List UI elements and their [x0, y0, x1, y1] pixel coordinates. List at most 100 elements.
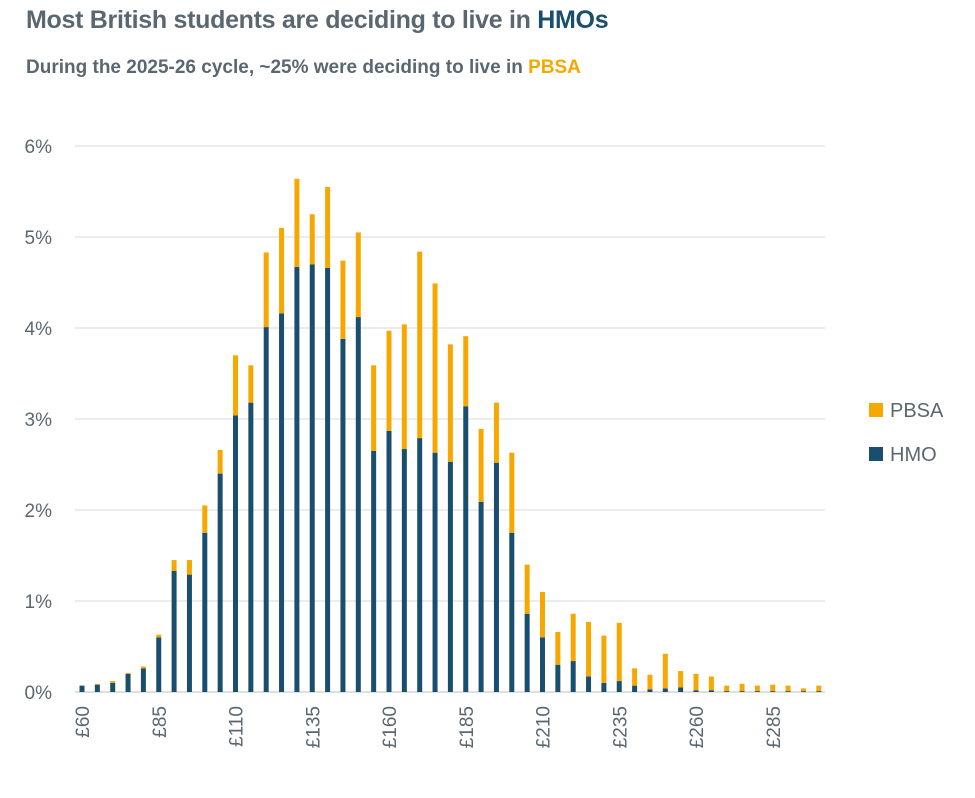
bar-hmo [325, 267, 331, 692]
bar-pbsa [110, 681, 116, 683]
bar-pbsa [325, 186, 331, 268]
bar-pbsa [754, 685, 760, 692]
bar-pbsa [509, 452, 515, 533]
x-tick-label: £285 [764, 706, 785, 748]
bar-hmo [739, 691, 745, 692]
bar-hmo [816, 691, 822, 692]
bar-hmo [800, 691, 806, 692]
title-prefix: Most British students are deciding to li… [26, 6, 538, 34]
x-tick-label: £160 [380, 706, 401, 748]
bar-hmo [371, 450, 377, 692]
bar-pbsa [524, 564, 530, 614]
bar-hmo [770, 691, 776, 692]
bar-pbsa [355, 232, 361, 318]
y-tick-label: 0% [25, 683, 53, 704]
x-axis-ticks: £60 £85 £110 £135 £160 £185 £210 £235 £260 £285 [73, 706, 785, 748]
legend-label: HMO [890, 444, 937, 466]
bars [79, 178, 822, 692]
bar-hmo [586, 676, 592, 692]
bar-pbsa [632, 668, 638, 686]
bar-hmo [447, 461, 453, 692]
bar-pbsa [294, 178, 300, 268]
x-tick-label: £235 [610, 706, 631, 748]
bar-pbsa [785, 685, 791, 692]
bar-pbsa [248, 365, 254, 403]
bar-hmo [754, 691, 760, 692]
bar-pbsa [401, 324, 407, 450]
bar-pbsa [662, 653, 668, 689]
bar-pbsa [724, 685, 730, 692]
bar-hmo [294, 267, 300, 692]
bar-hmo [478, 501, 484, 692]
bar-hmo [724, 691, 730, 692]
bar-pbsa [309, 214, 315, 265]
bar-pbsa [463, 336, 469, 407]
bar-hmo [493, 462, 499, 692]
chart-title: Most British students are deciding to li… [26, 6, 609, 35]
bar-pbsa [156, 634, 162, 638]
bar-pbsa [186, 560, 192, 575]
bar-hmo [616, 681, 622, 692]
bar-hmo [140, 668, 146, 692]
legend-label: PBSA [890, 400, 944, 422]
x-tick-label: £85 [150, 706, 171, 738]
bar-hmo [540, 637, 545, 692]
y-tick-label: 4% [25, 319, 53, 340]
bar-hmo [309, 264, 315, 692]
bar-pbsa [432, 283, 438, 453]
bar-pbsa [693, 673, 699, 691]
bar-pbsa [279, 227, 285, 314]
bar-pbsa [140, 666, 146, 669]
bar-pbsa [340, 260, 346, 339]
bar-pbsa [586, 621, 592, 677]
x-tick-label: £185 [457, 706, 478, 748]
bar-hmo [156, 637, 162, 692]
bar-hmo [233, 415, 238, 692]
bar-hmo [279, 313, 285, 692]
bar-hmo [248, 402, 254, 692]
bar-hmo [524, 613, 530, 692]
bar-hmo [678, 687, 684, 692]
y-tick-label: 5% [25, 228, 53, 249]
bar-pbsa [386, 330, 392, 431]
bar-pbsa [493, 402, 499, 463]
y-tick-label: 2% [25, 501, 53, 522]
bar-pbsa [800, 688, 806, 692]
bar-pbsa [263, 252, 269, 328]
bar-pbsa [125, 672, 131, 674]
x-tick-label: £60 [73, 706, 94, 738]
title-highlight: HMOs [537, 6, 609, 34]
bar-pbsa [447, 344, 453, 462]
bar-hmo [417, 438, 423, 692]
x-tick-label: £210 [534, 706, 555, 748]
bar-pbsa [816, 685, 822, 692]
legend-swatch [869, 447, 883, 461]
bar-pbsa [202, 505, 208, 533]
subtitle-highlight: PBSA [528, 57, 581, 78]
bar-hmo [647, 689, 653, 692]
bar-pbsa [678, 671, 684, 688]
bar-pbsa [478, 429, 484, 502]
x-tick-label: £110 [227, 706, 248, 747]
bar-pbsa [555, 631, 561, 665]
bar-pbsa [233, 355, 238, 416]
bar-hmo [340, 338, 346, 692]
bar-hmo [125, 673, 131, 692]
bar-pbsa [217, 449, 223, 474]
bar-hmo [785, 691, 791, 692]
y-tick-label: 1% [25, 592, 53, 613]
bar-hmo [171, 570, 177, 692]
bar-hmo [570, 661, 576, 692]
bar-hmo [662, 688, 668, 692]
bar-hmo [202, 532, 208, 692]
bar-pbsa [94, 683, 100, 685]
bar-hmo [432, 452, 438, 692]
bar-hmo [94, 684, 100, 692]
bar-hmo [186, 574, 192, 692]
legend: PBSA HMO [869, 400, 944, 466]
x-tick-label: £135 [303, 706, 324, 748]
y-tick-label: 3% [25, 410, 53, 431]
x-tick-label: £260 [687, 706, 708, 748]
legend-swatch [869, 403, 883, 417]
bar-hmo [217, 473, 223, 692]
